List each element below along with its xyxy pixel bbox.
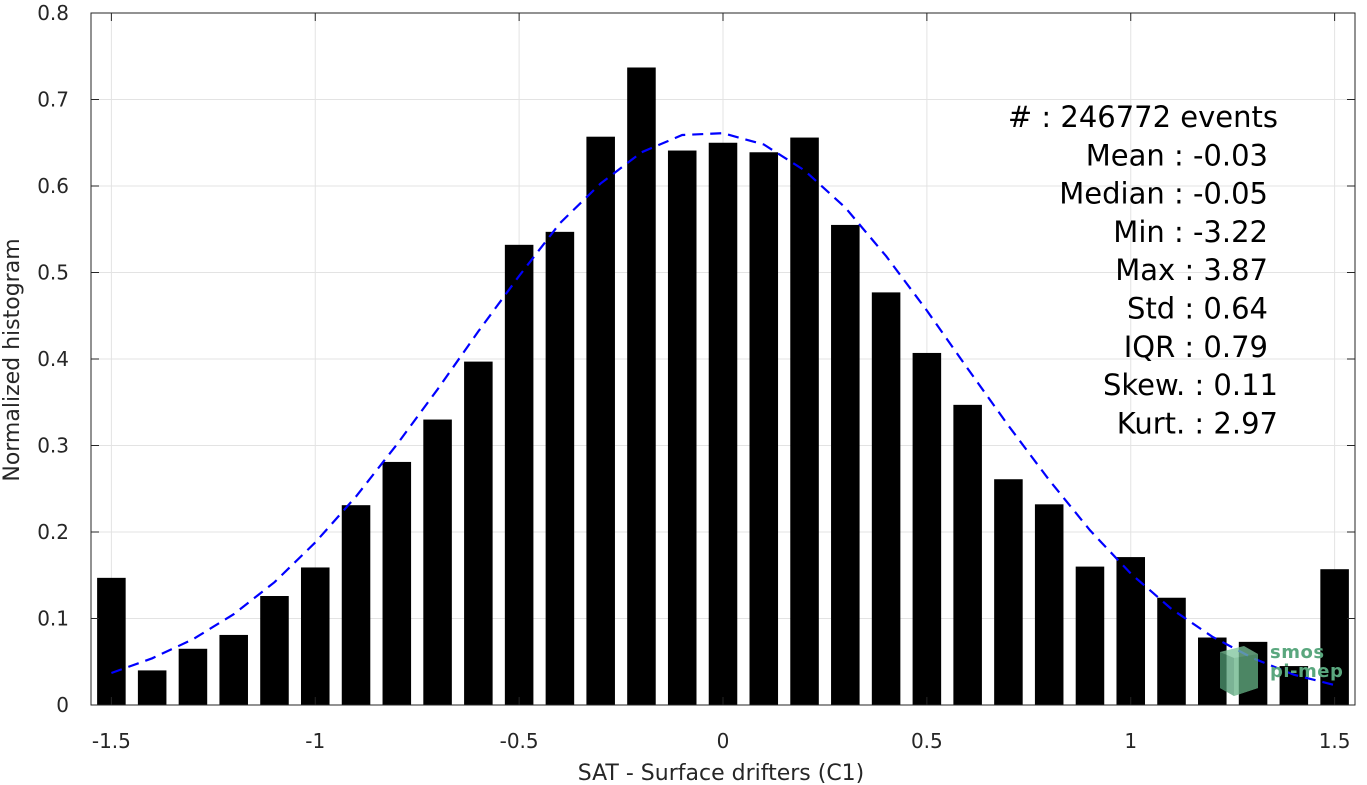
x-axis-ticks: -1.5 -1 -0.5 0 0.5 1 1.5 bbox=[92, 13, 1351, 753]
histogram-bar bbox=[627, 67, 656, 706]
y-tick-label: 0.5 bbox=[37, 261, 69, 285]
x-axis-label: SAT - Surface drifters (C1) bbox=[578, 761, 865, 785]
smos-pimep-logo bbox=[1220, 646, 1258, 696]
histogram-bar bbox=[586, 136, 615, 705]
x-tick-label: -1.5 bbox=[92, 729, 131, 753]
x-tick-label: -0.5 bbox=[500, 729, 539, 753]
histogram-bar bbox=[341, 505, 371, 705]
stat-line: Kurt. : 2.97 bbox=[1117, 406, 1278, 440]
histogram-bar bbox=[423, 419, 452, 705]
y-tick-label: 0.7 bbox=[37, 88, 69, 112]
x-tick-label: 1 bbox=[1124, 729, 1137, 753]
histogram-bar bbox=[790, 137, 819, 705]
y-axis-label: Normalized histogram bbox=[0, 238, 25, 481]
logo-text-line-2: pi-mep bbox=[1270, 661, 1344, 682]
histogram-bar bbox=[831, 224, 860, 706]
histogram-bar bbox=[994, 479, 1023, 705]
y-tick-label: 0.6 bbox=[37, 174, 69, 198]
histogram-bar bbox=[382, 461, 412, 705]
histogram-bar bbox=[1279, 666, 1309, 705]
stat-line: Median : -0.05 bbox=[1059, 177, 1268, 211]
histogram-bar bbox=[1075, 566, 1105, 705]
histogram-bar bbox=[912, 352, 942, 705]
stat-line: Min : -3.22 bbox=[1113, 215, 1268, 249]
logo-cube-icon bbox=[1220, 646, 1258, 696]
histogram-bar bbox=[545, 231, 575, 705]
stat-line: Std : 0.64 bbox=[1127, 292, 1268, 326]
y-tick-label: 0.4 bbox=[37, 347, 69, 371]
histogram-bar bbox=[749, 152, 779, 705]
logo-text: smos pi-mep bbox=[1270, 643, 1343, 681]
histogram-bar bbox=[504, 244, 534, 705]
stat-line: IQR : 0.79 bbox=[1124, 330, 1268, 364]
histogram-bar bbox=[1116, 557, 1146, 705]
stat-line: # : 246772 events bbox=[1008, 100, 1278, 134]
histogram-bar bbox=[97, 577, 126, 705]
y-tick-label: 0.1 bbox=[37, 607, 69, 631]
histogram-bar bbox=[464, 361, 493, 705]
y-tick-label: 0.8 bbox=[37, 1, 69, 25]
stat-line: Mean : -0.03 bbox=[1086, 138, 1268, 172]
histogram-bar bbox=[708, 142, 738, 705]
x-tick-label: -1 bbox=[305, 729, 325, 753]
statistics-annotations: # : 246772 events Mean : -0.03 Median : -0… bbox=[1008, 100, 1278, 440]
histogram-bars bbox=[97, 67, 1349, 706]
histogram-bar bbox=[953, 404, 982, 705]
histogram-bar bbox=[219, 634, 248, 705]
histogram-bar bbox=[871, 292, 901, 705]
x-tick-label: 0 bbox=[717, 729, 730, 753]
x-tick-label: 0.5 bbox=[911, 729, 943, 753]
histogram-bar bbox=[178, 648, 208, 705]
x-tick-label: 1.5 bbox=[1319, 729, 1351, 753]
histogram-bar bbox=[260, 596, 289, 705]
stat-line: Max : 3.87 bbox=[1115, 253, 1268, 287]
histogram-bar bbox=[137, 670, 167, 705]
y-tick-label: 0 bbox=[56, 693, 69, 717]
y-tick-label: 0.2 bbox=[37, 520, 69, 544]
histogram-bar bbox=[667, 150, 697, 705]
y-axis-ticks: 0 0.1 0.2 0.3 0.4 0.5 0.6 0.7 0.8 bbox=[37, 1, 1355, 717]
histogram-bar bbox=[1157, 597, 1186, 705]
logo-text-line-1: smos bbox=[1270, 642, 1325, 663]
y-tick-label: 0.3 bbox=[37, 434, 69, 458]
histogram-bar bbox=[1034, 504, 1064, 705]
histogram-bar bbox=[300, 567, 330, 705]
stat-line: Skew. : 0.11 bbox=[1103, 368, 1278, 402]
